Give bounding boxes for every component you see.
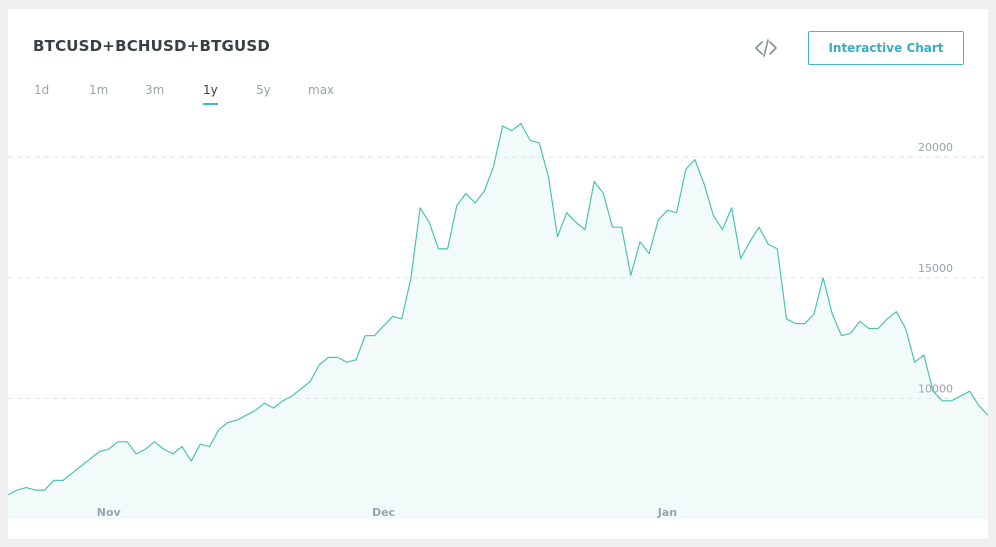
x-tick-label-dec: Dec <box>372 506 395 519</box>
chart-title: BTCUSD+BCHUSD+BTGUSD <box>33 37 271 55</box>
range-1y[interactable]: 1y <box>203 83 218 105</box>
x-tick-label-jan: Jan <box>657 506 677 519</box>
series-line <box>8 122 988 496</box>
code-brackets-icon[interactable] <box>754 36 778 60</box>
range-1d[interactable]: 1d <box>34 83 50 97</box>
chart-card: BTCUSD+BCHUSD+BTGUSD Interactive Chart 1… <box>8 9 988 539</box>
range-max[interactable]: max <box>308 83 335 97</box>
range-5y[interactable]: 5y <box>256 83 271 97</box>
x-tick-label-nov: Nov <box>97 506 122 519</box>
y-tick-label-20000: 20000 <box>918 141 953 154</box>
y-tick-label-10000: 10000 <box>918 382 953 395</box>
price-chart[interactable]: 10000 15000 20000 Nov Dec Jan <box>8 9 988 539</box>
series-area <box>8 123 988 519</box>
range-3m[interactable]: 3m <box>145 83 165 97</box>
interactive-chart-button[interactable]: Interactive Chart <box>808 31 964 65</box>
y-tick-label-15000: 15000 <box>918 262 953 275</box>
range-1m[interactable]: 1m <box>89 83 109 97</box>
